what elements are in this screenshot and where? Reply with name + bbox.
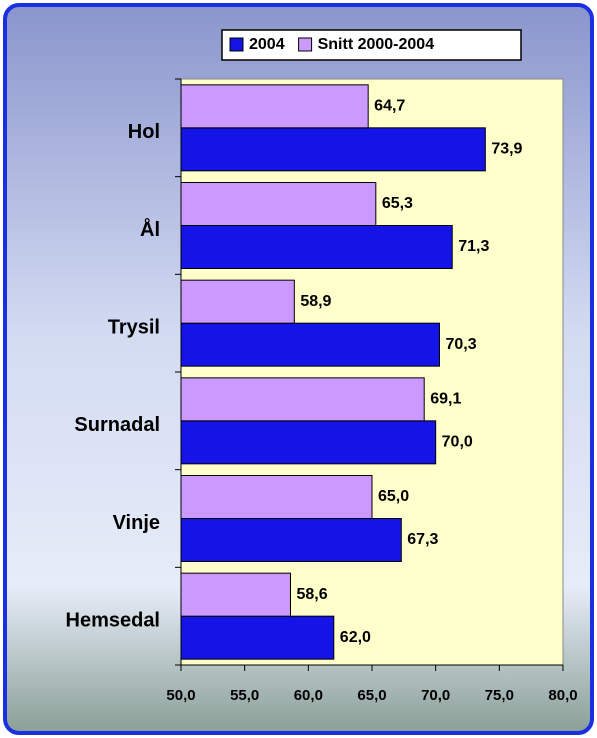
bar bbox=[180, 279, 295, 324]
legend-swatch bbox=[298, 37, 313, 52]
y-tick-label: Hemsedal bbox=[66, 609, 161, 631]
bar bbox=[180, 377, 425, 422]
plot-area bbox=[180, 78, 564, 666]
value-label: 65,3 bbox=[382, 195, 413, 212]
value-label: 73,9 bbox=[491, 141, 522, 158]
value-label: 62,0 bbox=[340, 629, 371, 646]
x-tick-label: 60,0 bbox=[294, 687, 323, 704]
legend-label: 2004 bbox=[249, 36, 285, 53]
value-label: 58,9 bbox=[300, 293, 331, 310]
value-label: 71,3 bbox=[458, 238, 489, 255]
bar bbox=[180, 475, 373, 519]
x-tick-label: 65,0 bbox=[357, 687, 386, 704]
value-label: 64,7 bbox=[374, 98, 405, 115]
x-tick-label: 75,0 bbox=[485, 687, 514, 704]
bar bbox=[180, 572, 292, 617]
bar bbox=[180, 322, 440, 367]
bar bbox=[180, 127, 486, 172]
x-tick-label: 70,0 bbox=[421, 687, 450, 704]
y-tick-label: Vinje bbox=[113, 512, 160, 534]
bar bbox=[180, 615, 335, 660]
value-label: 70,0 bbox=[442, 434, 473, 451]
value-label: 65,0 bbox=[378, 488, 409, 505]
value-label: 67,3 bbox=[407, 531, 438, 548]
y-tick-label: Ål bbox=[140, 217, 160, 241]
legend bbox=[221, 29, 522, 61]
bar bbox=[180, 420, 437, 465]
value-label: 69,1 bbox=[430, 391, 461, 408]
legend-swatch bbox=[229, 37, 244, 52]
bar bbox=[180, 182, 377, 226]
value-label: 70,3 bbox=[445, 336, 476, 353]
y-tick-label: Trysil bbox=[108, 316, 160, 338]
value-label: 58,6 bbox=[297, 586, 328, 603]
x-tick-label: 80,0 bbox=[548, 687, 577, 704]
x-tick-label: 55,0 bbox=[230, 687, 259, 704]
bar bbox=[180, 518, 402, 562]
y-tick-label: Surnadal bbox=[74, 414, 160, 436]
bar bbox=[180, 225, 453, 269]
x-tick-label: 50,0 bbox=[166, 687, 195, 704]
y-tick-label: Hol bbox=[128, 121, 160, 143]
legend-label: Snitt 2000-2004 bbox=[318, 36, 435, 53]
bar bbox=[180, 84, 369, 129]
